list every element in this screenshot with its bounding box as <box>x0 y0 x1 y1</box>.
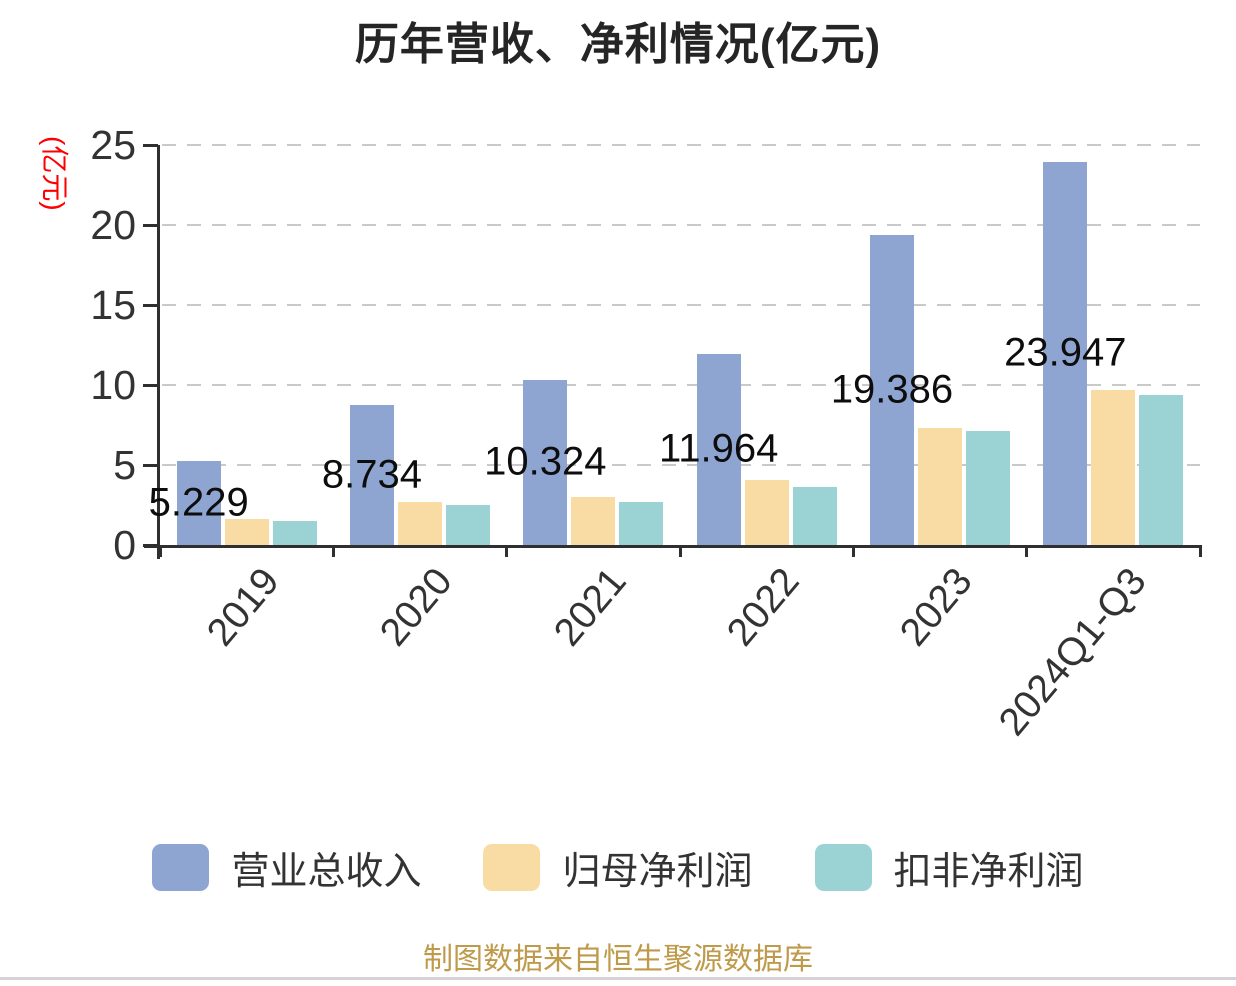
y-tick-label-10: 10 <box>90 362 136 408</box>
y-tick-15 <box>143 303 158 307</box>
y-tick-0 <box>143 543 158 547</box>
page-divider <box>0 977 1236 980</box>
bar-营业总收入-2023[interactable]: 19.386 <box>831 234 953 545</box>
y-tick-label-5: 5 <box>113 442 136 488</box>
bar-group-2022: 11.964 <box>659 145 853 545</box>
x-tick-6 <box>1198 545 1202 557</box>
bar-value-label-2021: 10.324 <box>484 439 607 484</box>
bar-value-label-2022: 11.964 <box>658 426 779 471</box>
bar-营业总收入-2019[interactable]: 5.229 <box>149 461 249 545</box>
x-label-2021: 2021 <box>545 560 635 655</box>
x-tick-1 <box>331 545 335 557</box>
y-tick-25 <box>143 143 158 147</box>
bar-group-2020: 8.734 <box>322 145 506 545</box>
legend-swatch-non-recurring-profit <box>814 844 872 891</box>
y-tick-label-20: 20 <box>90 202 136 248</box>
legend-label-non-recurring-profit: 扣非净利润 <box>893 851 1084 893</box>
legend-label-net-profit: 归母净利润 <box>562 851 753 893</box>
bar-营业总收入-2024Q1-Q3[interactable]: 23.947 <box>1004 161 1126 545</box>
legend-item-revenue[interactable]: 营业总收入 <box>152 840 421 895</box>
bar-value-label-2020: 8.734 <box>321 452 423 497</box>
x-axis-line <box>144 545 1200 548</box>
bar-归母净利润-2021[interactable] <box>571 497 616 545</box>
x-label-2020: 2020 <box>372 560 461 655</box>
bar-营业总收入-2021[interactable]: 10.324 <box>484 379 606 545</box>
x-label-2023: 2023 <box>892 560 981 655</box>
bar-归母净利润-2019[interactable] <box>224 518 269 545</box>
gridline-10 <box>162 384 1200 386</box>
bar-扣非净利润-2020[interactable] <box>445 505 490 545</box>
data-source-note: 制图数据来自恒生聚源数据库 <box>423 943 813 976</box>
gridline-25 <box>162 144 1200 146</box>
bar-value-label-2019: 5.229 <box>148 480 249 525</box>
gridline-5 <box>162 464 1200 466</box>
bar-归母净利润-2023[interactable] <box>917 428 962 545</box>
bar-group-2023: 19.386 <box>831 145 1026 545</box>
gridline-15 <box>162 304 1200 306</box>
x-tick-3 <box>678 545 682 557</box>
bar-营业总收入-2020[interactable]: 8.734 <box>322 405 422 545</box>
y-tick-20 <box>143 223 158 227</box>
x-label-2022: 2022 <box>718 560 808 655</box>
legend-label-revenue: 营业总收入 <box>231 851 422 893</box>
x-label-2019: 2019 <box>198 560 288 655</box>
bar-归母净利润-2022[interactable] <box>744 480 789 545</box>
bar-营业总收入-2022[interactable]: 11.964 <box>659 353 778 545</box>
x-tick-0 <box>158 545 162 557</box>
x-label-2024Q1-Q3: 2024Q1-Q3 <box>990 560 1155 744</box>
bar-扣非净利润-2021[interactable] <box>619 502 664 545</box>
y-tick-10 <box>143 383 158 387</box>
bar-value-label-2023: 19.386 <box>830 367 954 412</box>
legend-item-net-profit[interactable]: 归母净利润 <box>483 840 753 895</box>
bar-归母净利润-2020[interactable] <box>397 501 442 545</box>
legend-swatch-revenue <box>152 844 210 891</box>
x-tick-4 <box>851 545 855 557</box>
bar-归母净利润-2024Q1-Q3[interactable] <box>1091 389 1136 545</box>
bar-group-2024Q1-Q3: 23.947 <box>1004 145 1200 545</box>
legend-swatch-net-profit <box>483 844 541 891</box>
y-tick-label-15: 15 <box>90 282 136 328</box>
bar-扣非净利润-2023[interactable] <box>965 430 1010 545</box>
plot-area: 5.229 8.734 10.324 11.964 19.386 23.947 <box>143 143 1202 559</box>
legend-item-non-recurring-profit[interactable]: 扣非净利润 <box>814 840 1084 895</box>
bar-group-2019: 5.229 <box>149 145 333 545</box>
x-tick-2 <box>505 545 509 557</box>
x-tick-5 <box>1025 545 1029 557</box>
y-tick-5 <box>143 463 158 467</box>
y-tick-label-25: 25 <box>90 122 136 168</box>
bar-扣非净利润-2024Q1-Q3[interactable] <box>1139 394 1184 545</box>
bar-扣非净利润-2022[interactable] <box>792 486 837 545</box>
gridline-20 <box>162 224 1200 226</box>
y-tick-label-0: 0 <box>113 522 136 568</box>
bar-value-label-2024Q1-Q3: 23.947 <box>1004 330 1127 375</box>
chart-title: 历年营收、净利情况(亿元) <box>354 20 882 69</box>
legend: 营业总收入 归母净利润 扣非净利润 <box>0 840 1236 895</box>
bar-扣非净利润-2019[interactable] <box>272 521 317 545</box>
bar-group-2021: 10.324 <box>484 145 680 545</box>
y-axis-line <box>157 145 160 559</box>
